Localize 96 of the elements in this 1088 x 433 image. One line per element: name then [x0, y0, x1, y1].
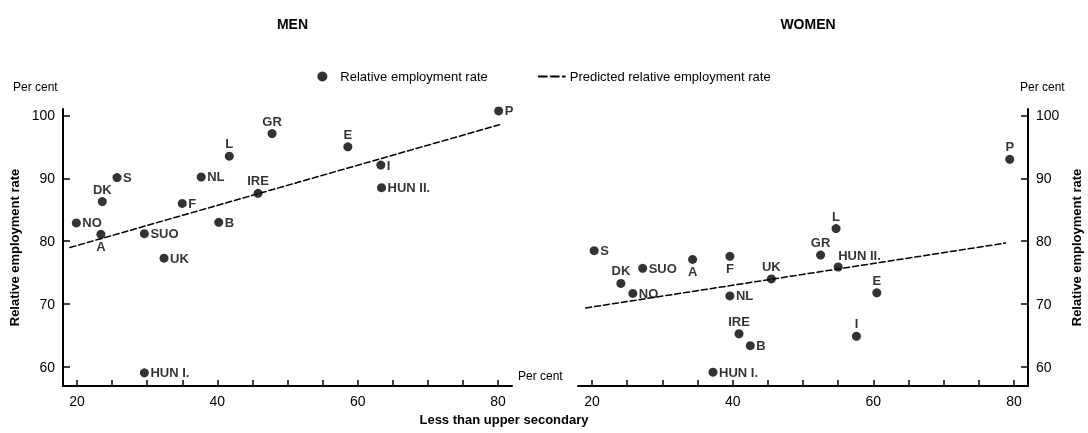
- y-axis-title: Relative employment rate: [1069, 168, 1084, 327]
- annotation: UK: [761, 258, 782, 274]
- annotation: F: [725, 261, 734, 277]
- x-tick-label: 80: [1006, 393, 1022, 409]
- x-tick-label: 40: [209, 393, 226, 409]
- annotation: L: [832, 208, 841, 224]
- point: [1005, 154, 1015, 164]
- point: [494, 106, 504, 116]
- y-tick-label: 60: [1036, 359, 1052, 376]
- y-tick-label: 70: [1036, 296, 1052, 313]
- annotation: B: [756, 338, 766, 354]
- annotation: NL: [207, 169, 225, 185]
- point: [831, 224, 841, 234]
- legend-label: Relative employment rate: [340, 69, 488, 84]
- y-tick-label: 80: [39, 233, 56, 250]
- point: [816, 250, 826, 260]
- point: [734, 329, 744, 339]
- annotation: I: [386, 157, 391, 173]
- point: [589, 246, 599, 256]
- annotation: IRE: [728, 313, 751, 329]
- point: [96, 229, 106, 239]
- point: [745, 341, 755, 351]
- text: Per cent: [1020, 80, 1066, 94]
- point: [214, 217, 224, 227]
- point: [196, 172, 206, 182]
- chart-title: WOMEN: [780, 16, 836, 32]
- annotation: E: [872, 272, 882, 288]
- y-tick-label: 80: [1036, 233, 1052, 250]
- text: Per cent: [518, 369, 564, 383]
- point: [253, 188, 263, 198]
- annotation: E: [343, 126, 353, 142]
- point: [766, 274, 776, 284]
- chart-title: MEN: [276, 16, 309, 32]
- annotation: A: [96, 239, 107, 255]
- annotation: HUN I.: [150, 365, 190, 381]
- point: [688, 254, 698, 264]
- point: [267, 129, 277, 139]
- annotation: I: [854, 316, 859, 332]
- annotation: L: [225, 136, 234, 152]
- annotation: HUN II.: [387, 180, 431, 196]
- annotation: DK: [92, 181, 113, 197]
- y-tick-label: 100: [1036, 107, 1060, 124]
- annotation: GR: [262, 113, 283, 129]
- point: [97, 197, 107, 207]
- x-tick-label: 20: [584, 393, 601, 409]
- point: [616, 278, 626, 288]
- annotation: SUO: [648, 260, 677, 276]
- x-tick-label: 40: [724, 393, 741, 409]
- annotation: NO: [82, 215, 102, 231]
- annotation: UK: [170, 250, 190, 266]
- point: [851, 331, 861, 341]
- point: [224, 151, 234, 161]
- point: [376, 160, 386, 170]
- annotation: A: [687, 264, 698, 280]
- point: [725, 251, 735, 261]
- point: [708, 367, 718, 377]
- point: [377, 183, 387, 193]
- y-tick-label: 90: [39, 170, 56, 187]
- y-axis-title: Relative employment rate: [7, 168, 22, 327]
- point: [343, 142, 353, 152]
- point: [872, 288, 882, 298]
- point: [112, 173, 122, 183]
- annotation: NO: [638, 285, 659, 301]
- y-tick-label: 90: [1036, 170, 1052, 187]
- point: [71, 218, 81, 228]
- legend-label: Predicted relative employment rate: [569, 69, 771, 84]
- annotation: B: [224, 214, 235, 230]
- annotation: P: [504, 103, 514, 119]
- text: Per cent: [13, 80, 59, 94]
- annotation: S: [600, 243, 610, 259]
- annotation: F: [188, 195, 197, 211]
- annotation: SUO: [150, 226, 179, 242]
- point: [177, 198, 187, 208]
- x-axis-title: Less than upper secondary: [419, 412, 590, 427]
- point: [159, 253, 169, 263]
- x-tick-label: 80: [490, 393, 506, 409]
- annotation: IRE: [247, 173, 270, 189]
- x-tick-label: 60: [349, 393, 366, 409]
- point: [628, 288, 638, 298]
- y-tick-label: 60: [39, 359, 56, 376]
- point: [139, 368, 149, 378]
- y-tick-label: 100: [31, 107, 56, 124]
- annotation: GR: [810, 235, 831, 251]
- annotation: HUN I.: [719, 364, 758, 380]
- x-tick-label: 60: [865, 393, 882, 409]
- point: [725, 291, 735, 301]
- point: [638, 263, 648, 273]
- point: [139, 229, 149, 239]
- annotation: P: [1005, 139, 1015, 155]
- annotation: NL: [735, 288, 754, 304]
- y-tick-label: 70: [39, 296, 56, 313]
- annotation: HUN II.: [838, 248, 881, 264]
- annotation: DK: [611, 263, 631, 279]
- x-tick-label: 20: [69, 393, 86, 409]
- point: [833, 262, 843, 272]
- annotation: S: [123, 170, 133, 186]
